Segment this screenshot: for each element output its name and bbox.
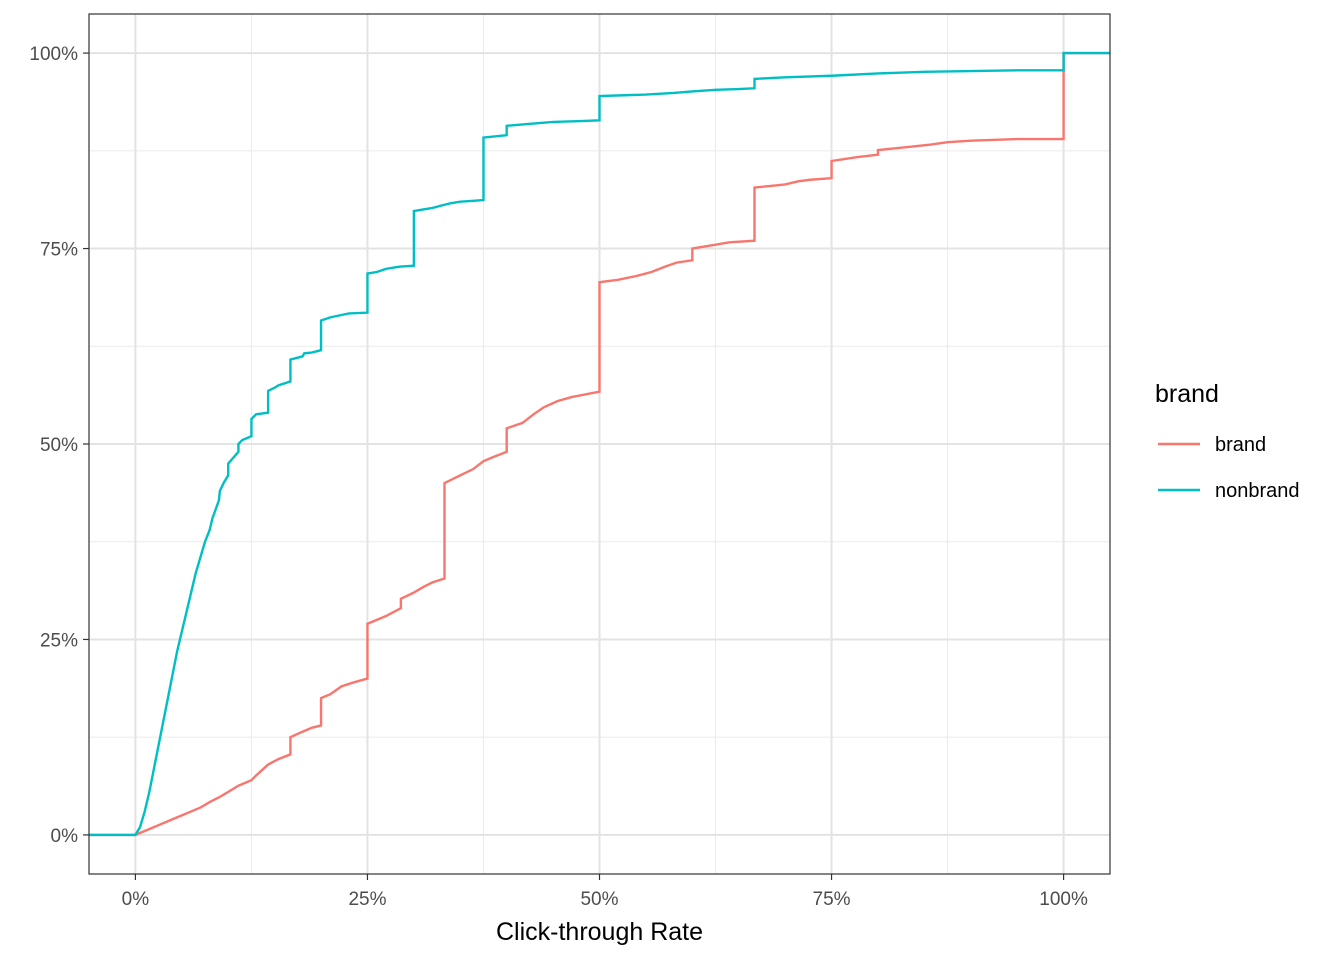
y-tick-label: 100% [29, 44, 78, 65]
y-tick-label: 75% [40, 240, 78, 261]
legend-label-brand: brand [1215, 434, 1266, 456]
x-axis-title: Click-through Rate [496, 918, 703, 946]
legend-title: brand [1155, 380, 1219, 408]
x-axis: 0% 25% 50% 75% 100% [122, 874, 1088, 910]
y-tick-label: 50% [40, 435, 78, 456]
y-axis: 0% 25% 50% 75% 100% [29, 44, 89, 847]
y-tick-label: 0% [51, 826, 79, 847]
series-line-brand [89, 51, 1110, 837]
x-tick-label: 50% [580, 889, 618, 910]
x-tick-label: 75% [813, 889, 851, 910]
x-tick-label: 100% [1039, 889, 1088, 910]
legend: brand brand nonbrand [1155, 380, 1300, 502]
legend-label-nonbrand: nonbrand [1215, 480, 1300, 502]
x-tick-label: 25% [348, 889, 386, 910]
y-tick-label: 25% [40, 630, 78, 651]
x-tick-label: 0% [122, 889, 150, 910]
major-gridlines [89, 14, 1110, 874]
series-lines [89, 51, 1110, 837]
series-line-nonbrand [89, 51, 1110, 837]
